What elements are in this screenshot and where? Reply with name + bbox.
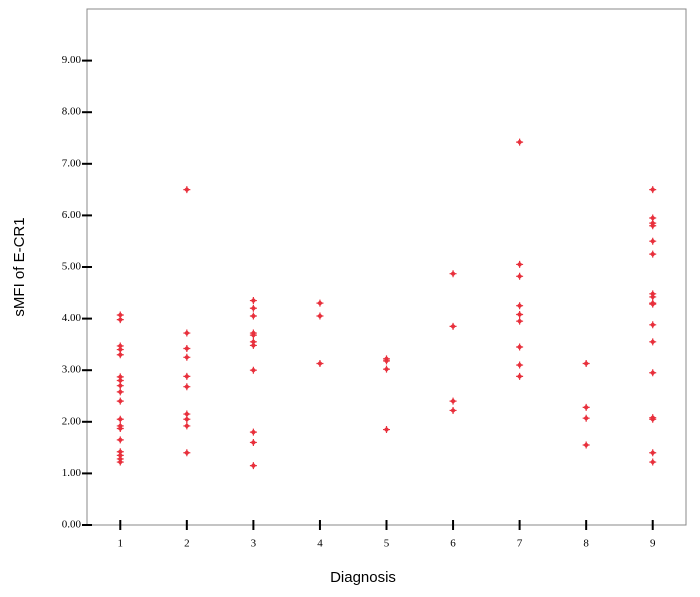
point xyxy=(116,425,124,433)
point xyxy=(516,310,524,318)
point xyxy=(249,438,257,446)
x-tick-label: 7 xyxy=(517,538,523,550)
x-tick-label: 1 xyxy=(118,538,124,550)
point xyxy=(516,317,524,325)
point xyxy=(116,458,124,466)
point xyxy=(183,353,191,361)
x-tick-label: 6 xyxy=(450,538,456,550)
point xyxy=(249,304,257,312)
point xyxy=(516,361,524,369)
plot-frame xyxy=(86,8,687,526)
point xyxy=(649,186,657,194)
point xyxy=(449,406,457,414)
point xyxy=(383,357,390,365)
point xyxy=(649,449,657,457)
y-tick-label: 6.00 xyxy=(62,209,82,221)
x-tick-label: 5 xyxy=(384,538,390,550)
point xyxy=(183,372,191,380)
point xyxy=(649,293,657,301)
point xyxy=(183,422,191,430)
point xyxy=(649,300,657,308)
y-tick-label: 9.00 xyxy=(62,54,82,66)
point xyxy=(316,312,324,320)
point xyxy=(449,322,457,330)
point xyxy=(449,270,457,278)
point xyxy=(649,222,657,230)
point xyxy=(116,388,124,396)
point xyxy=(516,302,524,310)
point xyxy=(249,331,257,339)
point xyxy=(183,345,191,353)
x-tick-label: 2 xyxy=(184,538,190,550)
y-axis-title: sMFI of E-CR1 xyxy=(11,217,28,316)
point xyxy=(249,341,257,349)
point xyxy=(649,369,657,377)
y-tick-label: 1.00 xyxy=(62,467,82,479)
point xyxy=(116,415,124,423)
point xyxy=(316,359,324,367)
point xyxy=(649,338,657,346)
x-tick-label: 3 xyxy=(251,538,257,550)
point xyxy=(582,403,590,411)
point xyxy=(116,351,124,359)
point xyxy=(383,365,390,373)
y-tick-label: 0.00 xyxy=(62,519,82,531)
point xyxy=(516,272,524,280)
point xyxy=(249,297,257,305)
point xyxy=(183,329,191,337)
y-tick-label: 5.00 xyxy=(62,261,82,273)
point xyxy=(183,449,191,457)
x-tick-label: 9 xyxy=(650,538,656,550)
y-tick-label: 2.00 xyxy=(62,415,82,427)
point xyxy=(516,138,524,146)
point xyxy=(649,250,657,258)
x-tick-label: 8 xyxy=(583,538,589,550)
point xyxy=(316,299,324,307)
y-tick-label: 7.00 xyxy=(62,157,82,169)
point xyxy=(516,372,524,380)
point xyxy=(582,359,590,367)
point xyxy=(516,260,524,268)
point xyxy=(116,397,124,405)
y-tick-label: 8.00 xyxy=(62,106,82,118)
point xyxy=(249,428,257,436)
point xyxy=(649,237,657,245)
point xyxy=(649,321,657,329)
point xyxy=(383,426,390,434)
point xyxy=(582,441,590,449)
x-tick-label: 4 xyxy=(317,538,323,550)
y-tick-label: 4.00 xyxy=(62,312,82,324)
point xyxy=(449,397,457,405)
x-axis-title: Diagnosis xyxy=(330,569,396,586)
point xyxy=(649,415,657,423)
point xyxy=(649,458,657,466)
point xyxy=(116,316,124,324)
point xyxy=(582,414,590,422)
point xyxy=(249,462,257,470)
point xyxy=(183,186,191,194)
point xyxy=(116,382,124,390)
point xyxy=(116,436,124,444)
point xyxy=(249,312,257,320)
point xyxy=(516,343,524,351)
point xyxy=(183,383,191,391)
y-tick-label: 3.00 xyxy=(62,364,82,376)
point xyxy=(249,366,257,374)
point xyxy=(183,415,191,423)
